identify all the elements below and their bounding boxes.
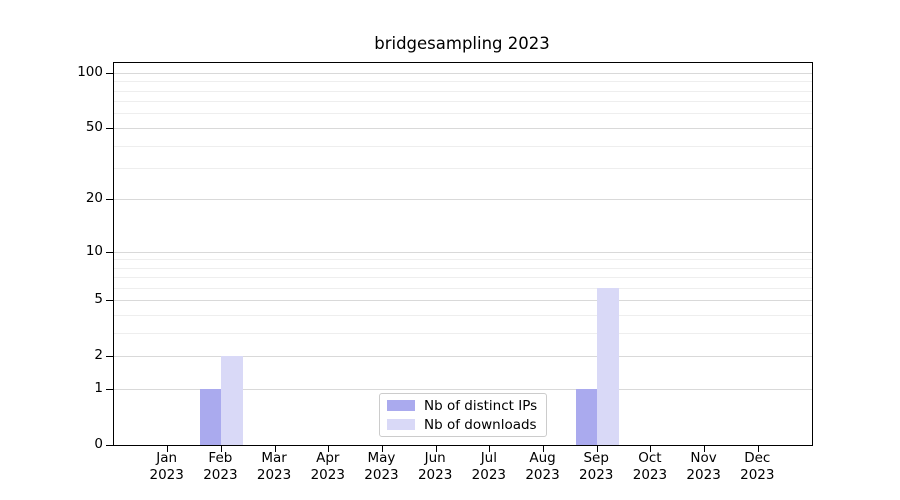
x-tick-mark	[543, 445, 545, 452]
minor-gridline	[114, 315, 812, 317]
y-tick-label: 5	[94, 291, 103, 308]
legend-item-downloads: Nb of downloads	[387, 417, 539, 433]
major-gridline	[114, 199, 812, 201]
chart-title: bridgesampling 2023	[374, 34, 550, 53]
minor-gridline	[114, 113, 812, 115]
x-tick-mark	[757, 445, 759, 452]
x-tick-label: Dec 2023	[740, 450, 775, 483]
y-tick-label: 2	[94, 347, 103, 364]
x-tick-label: Jan 2023	[149, 450, 184, 483]
x-tick-label: Jul 2023	[471, 450, 507, 483]
legend-item-distinct-ips: Nb of distinct IPs	[387, 398, 539, 414]
x-tick-mark	[650, 445, 652, 452]
major-gridline	[114, 127, 812, 129]
minor-gridline	[114, 277, 812, 279]
y-tick-mark	[106, 389, 113, 391]
x-tick-label: Apr 2023	[310, 450, 345, 483]
major-gridline	[114, 389, 812, 391]
bar-downloads-feb	[221, 356, 243, 445]
y-tick-label: 1	[94, 380, 103, 397]
y-tick-label: 10	[85, 242, 103, 259]
minor-gridline	[114, 259, 812, 261]
minor-gridline	[114, 168, 812, 170]
legend: Nb of distinct IPs Nb of downloads	[379, 393, 547, 437]
x-axis: Jan 2023 Feb 2023 Mar 2023 Apr 2023 May 2023…	[113, 450, 811, 490]
x-tick-label: Nov 2023	[686, 450, 721, 483]
bar-distinct-ips-sep	[575, 389, 598, 445]
y-tick-label: 50	[85, 118, 103, 135]
x-tick-label: May 2023	[364, 450, 399, 483]
x-tick-label: Oct 2023	[632, 450, 668, 483]
x-tick-label: Aug 2023	[525, 450, 560, 483]
y-tick-mark	[106, 445, 113, 446]
x-tick-mark	[596, 445, 598, 452]
x-tick-label: Feb 2023	[203, 450, 238, 483]
legend-swatch-downloads	[387, 419, 415, 430]
major-gridline	[114, 251, 812, 253]
minor-gridline	[114, 145, 812, 147]
bar-downloads-sep	[597, 288, 619, 445]
minor-gridline	[114, 267, 812, 269]
x-tick-mark	[274, 445, 276, 452]
y-tick-mark	[106, 251, 113, 253]
y-tick-mark	[106, 300, 113, 302]
y-axis: 100 50 20 10 5 2 1 0	[40, 0, 103, 500]
minor-gridline	[114, 288, 812, 290]
minor-gridline	[114, 101, 812, 103]
x-tick-mark	[435, 445, 437, 452]
y-tick-mark	[106, 199, 113, 201]
x-tick-label: Jun 2023	[417, 450, 453, 483]
x-tick-mark	[704, 445, 706, 452]
major-gridline	[114, 356, 812, 358]
plot-area: Nb of distinct IPs Nb of downloads	[106, 62, 813, 452]
y-tick-label: 100	[77, 63, 103, 80]
legend-label-distinct-ips: Nb of distinct IPs	[424, 397, 538, 414]
x-tick-mark	[489, 445, 491, 452]
x-tick-mark	[381, 445, 383, 452]
y-tick-mark	[106, 356, 113, 358]
legend-label-downloads: Nb of downloads	[424, 416, 537, 433]
y-tick-mark	[106, 72, 113, 74]
y-tick-label: 20	[85, 190, 103, 207]
y-tick-label: 0	[94, 436, 103, 452]
minor-gridline	[114, 333, 812, 335]
x-tick-label: Sep 2023	[579, 450, 614, 483]
minor-gridline	[114, 90, 812, 92]
x-tick-label: Mar 2023	[256, 450, 292, 483]
x-tick-mark	[220, 445, 222, 452]
legend-swatch-distinct-ips	[387, 400, 415, 411]
minor-gridline	[114, 81, 812, 83]
major-gridline	[114, 72, 812, 74]
x-tick-mark	[328, 445, 330, 452]
y-tick-mark	[106, 127, 113, 129]
x-tick-mark	[167, 445, 169, 452]
major-gridline	[114, 300, 812, 302]
bar-distinct-ips-feb	[199, 389, 222, 445]
